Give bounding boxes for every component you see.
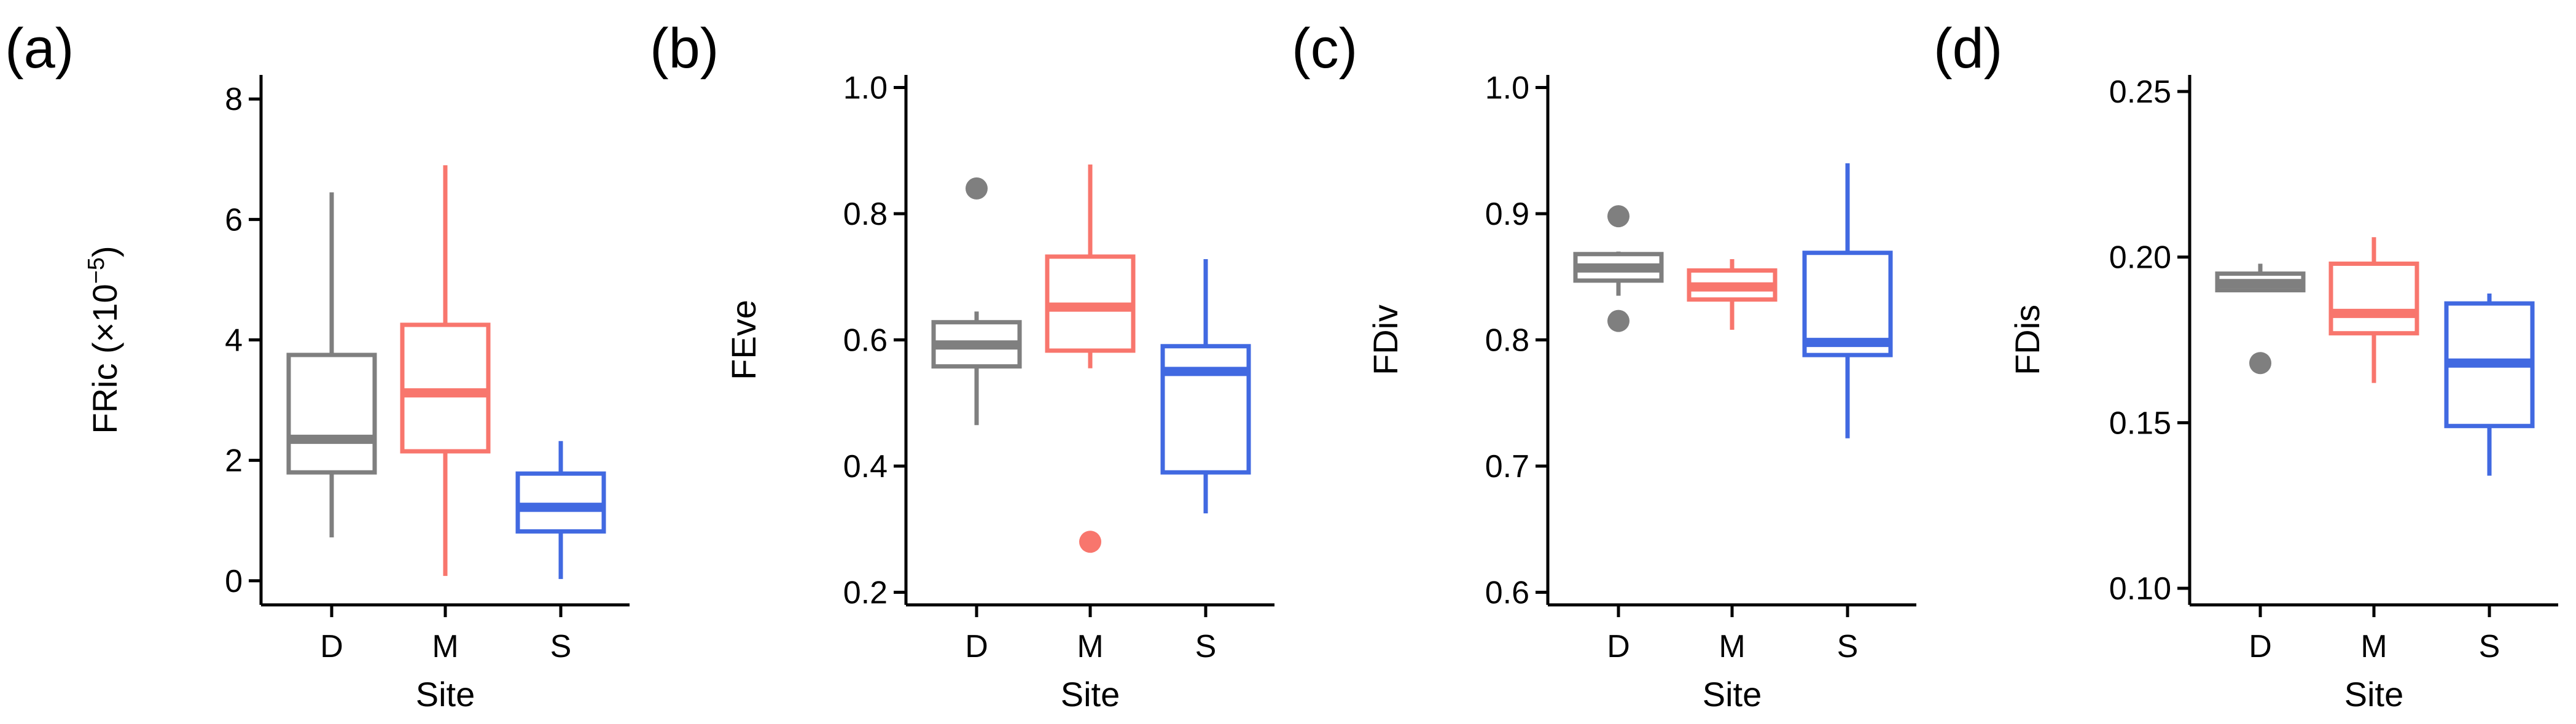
box-M xyxy=(400,165,491,576)
x-tick-label: M xyxy=(2360,629,2387,664)
y-tick-label: 0.2 xyxy=(843,575,888,610)
y-tick-label: 0.25 xyxy=(2109,74,2171,110)
y-axis-title-main: FRic (×10 xyxy=(85,284,124,434)
x-tick-label: D xyxy=(1607,629,1630,664)
x-axis-title: Site xyxy=(2344,675,2404,714)
box-M xyxy=(2328,237,2419,383)
y-tick-label: 0.8 xyxy=(843,197,888,232)
y-axis-title-suffix: ) xyxy=(85,246,124,257)
y-axis-title: FEve xyxy=(724,300,763,380)
y-tick-label: 0.15 xyxy=(2109,405,2171,441)
y-tick-label: 8 xyxy=(225,82,243,117)
x-tick-label: D xyxy=(2249,629,2272,664)
panel-letter: (a) xyxy=(5,17,74,80)
box-iqr xyxy=(286,352,377,475)
x-axis-title: Site xyxy=(416,675,475,714)
y-tick-label: 0.8 xyxy=(1485,323,1529,359)
outlier-point xyxy=(1607,205,1630,228)
box-M xyxy=(1045,164,1136,553)
box-D xyxy=(2215,263,2306,375)
x-axis-title: Site xyxy=(1703,675,1762,714)
y-axis-title-main: FEve xyxy=(724,300,763,380)
x-tick-label: S xyxy=(1837,629,1859,664)
x-tick-label: S xyxy=(1195,629,1217,664)
y-tick-label: 0.6 xyxy=(843,323,888,359)
y-tick-label: 2 xyxy=(225,443,243,479)
y-tick-label: 0.7 xyxy=(1485,449,1529,485)
x-tick-label: D xyxy=(320,629,343,664)
box-S xyxy=(1160,259,1251,514)
y-axis-title-main: FDiv xyxy=(1366,305,1405,375)
y-axis-title: FDis xyxy=(2008,305,2047,375)
y-tick-label: 0 xyxy=(225,564,243,599)
panel-letter: (d) xyxy=(1934,17,2002,80)
box-iqr xyxy=(400,322,491,454)
x-tick-label: S xyxy=(550,629,572,664)
y-tick-label: 0.6 xyxy=(1485,575,1529,610)
box-D xyxy=(286,192,377,538)
x-tick-label: M xyxy=(1719,629,1745,664)
outlier-point xyxy=(2249,352,2271,375)
box-S xyxy=(1802,163,1893,438)
y-tick-label: 0.20 xyxy=(2109,240,2171,276)
y-tick-label: 4 xyxy=(225,323,243,359)
y-axis-title-main: FDis xyxy=(2008,305,2047,375)
box-S xyxy=(515,441,606,579)
y-tick-label: 0.4 xyxy=(843,449,888,485)
box-D xyxy=(931,177,1022,426)
panel-c: (c) 0.6 0.7 0.8 0.9 1.0 D M S Site FDiv xyxy=(1292,17,1916,714)
y-tick-label: 0.10 xyxy=(2109,571,2171,607)
box-M xyxy=(1687,259,1778,330)
y-tick-label: 0.9 xyxy=(1485,197,1529,232)
panel-letter: (c) xyxy=(1292,17,1357,80)
box-iqr xyxy=(1160,344,1251,475)
outlier-point xyxy=(1607,309,1630,332)
box-iqr xyxy=(515,471,606,534)
y-axis-title: FRic (×10−5) xyxy=(84,246,124,434)
panel-a: (a) 0 2 4 6 8 D M S Site FRic (×10−5) xyxy=(5,17,630,714)
y-axis-title-exponent: −5 xyxy=(84,257,109,284)
x-tick-label: S xyxy=(2479,629,2500,664)
box-S xyxy=(2444,293,2535,476)
outlier-point xyxy=(1079,531,1101,553)
x-tick-label: M xyxy=(432,629,458,664)
panel-d: (d) 0.10 0.15 0.20 0.25 D M S Site FDis xyxy=(1934,17,2558,714)
x-axis-title: Site xyxy=(1061,675,1120,714)
box-iqr xyxy=(2328,261,2419,336)
x-tick-label: D xyxy=(965,629,988,664)
y-tick-label: 6 xyxy=(225,202,243,238)
x-tick-label: M xyxy=(1077,629,1103,664)
y-tick-label: 1.0 xyxy=(843,71,888,106)
panel-b: (b) 0.2 0.4 0.6 0.8 1.0 D M S Site FEve xyxy=(650,17,1274,714)
box-D xyxy=(1573,205,1664,332)
y-tick-label: 1.0 xyxy=(1485,71,1529,106)
panel-letter: (b) xyxy=(650,17,719,80)
y-axis-title: FDiv xyxy=(1366,305,1405,375)
outlier-point xyxy=(966,177,988,200)
